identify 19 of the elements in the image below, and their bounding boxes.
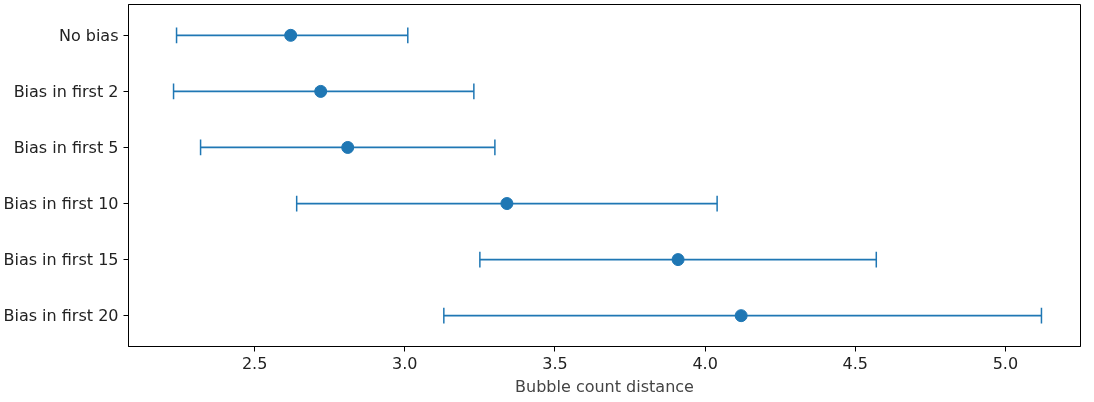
point [314, 84, 328, 98]
x-tick-label: 4.0 [692, 353, 718, 373]
x-tick-label: 3.0 [392, 353, 418, 373]
x-tick-label: 2.5 [241, 353, 268, 373]
y-tick-label: Bias in first 2 [13, 81, 119, 101]
point [734, 309, 748, 323]
y-tick-label: Bias in first 5 [13, 137, 119, 157]
y-tick-label: Bias in first 10 [3, 194, 119, 214]
x-tick-label: 5.0 [992, 353, 1019, 373]
x-axis-title: Bubble count distance [515, 376, 694, 396]
x-tick-label: 3.5 [542, 353, 568, 373]
point [341, 140, 355, 154]
point [284, 28, 298, 42]
y-tick-label: No bias [58, 25, 119, 45]
x-tick-label: 4.5 [842, 353, 868, 373]
point [500, 197, 514, 211]
y-tick-label: Bias in first 20 [3, 306, 119, 326]
y-tick-label: Bias in first 15 [3, 250, 119, 270]
point [671, 253, 685, 267]
